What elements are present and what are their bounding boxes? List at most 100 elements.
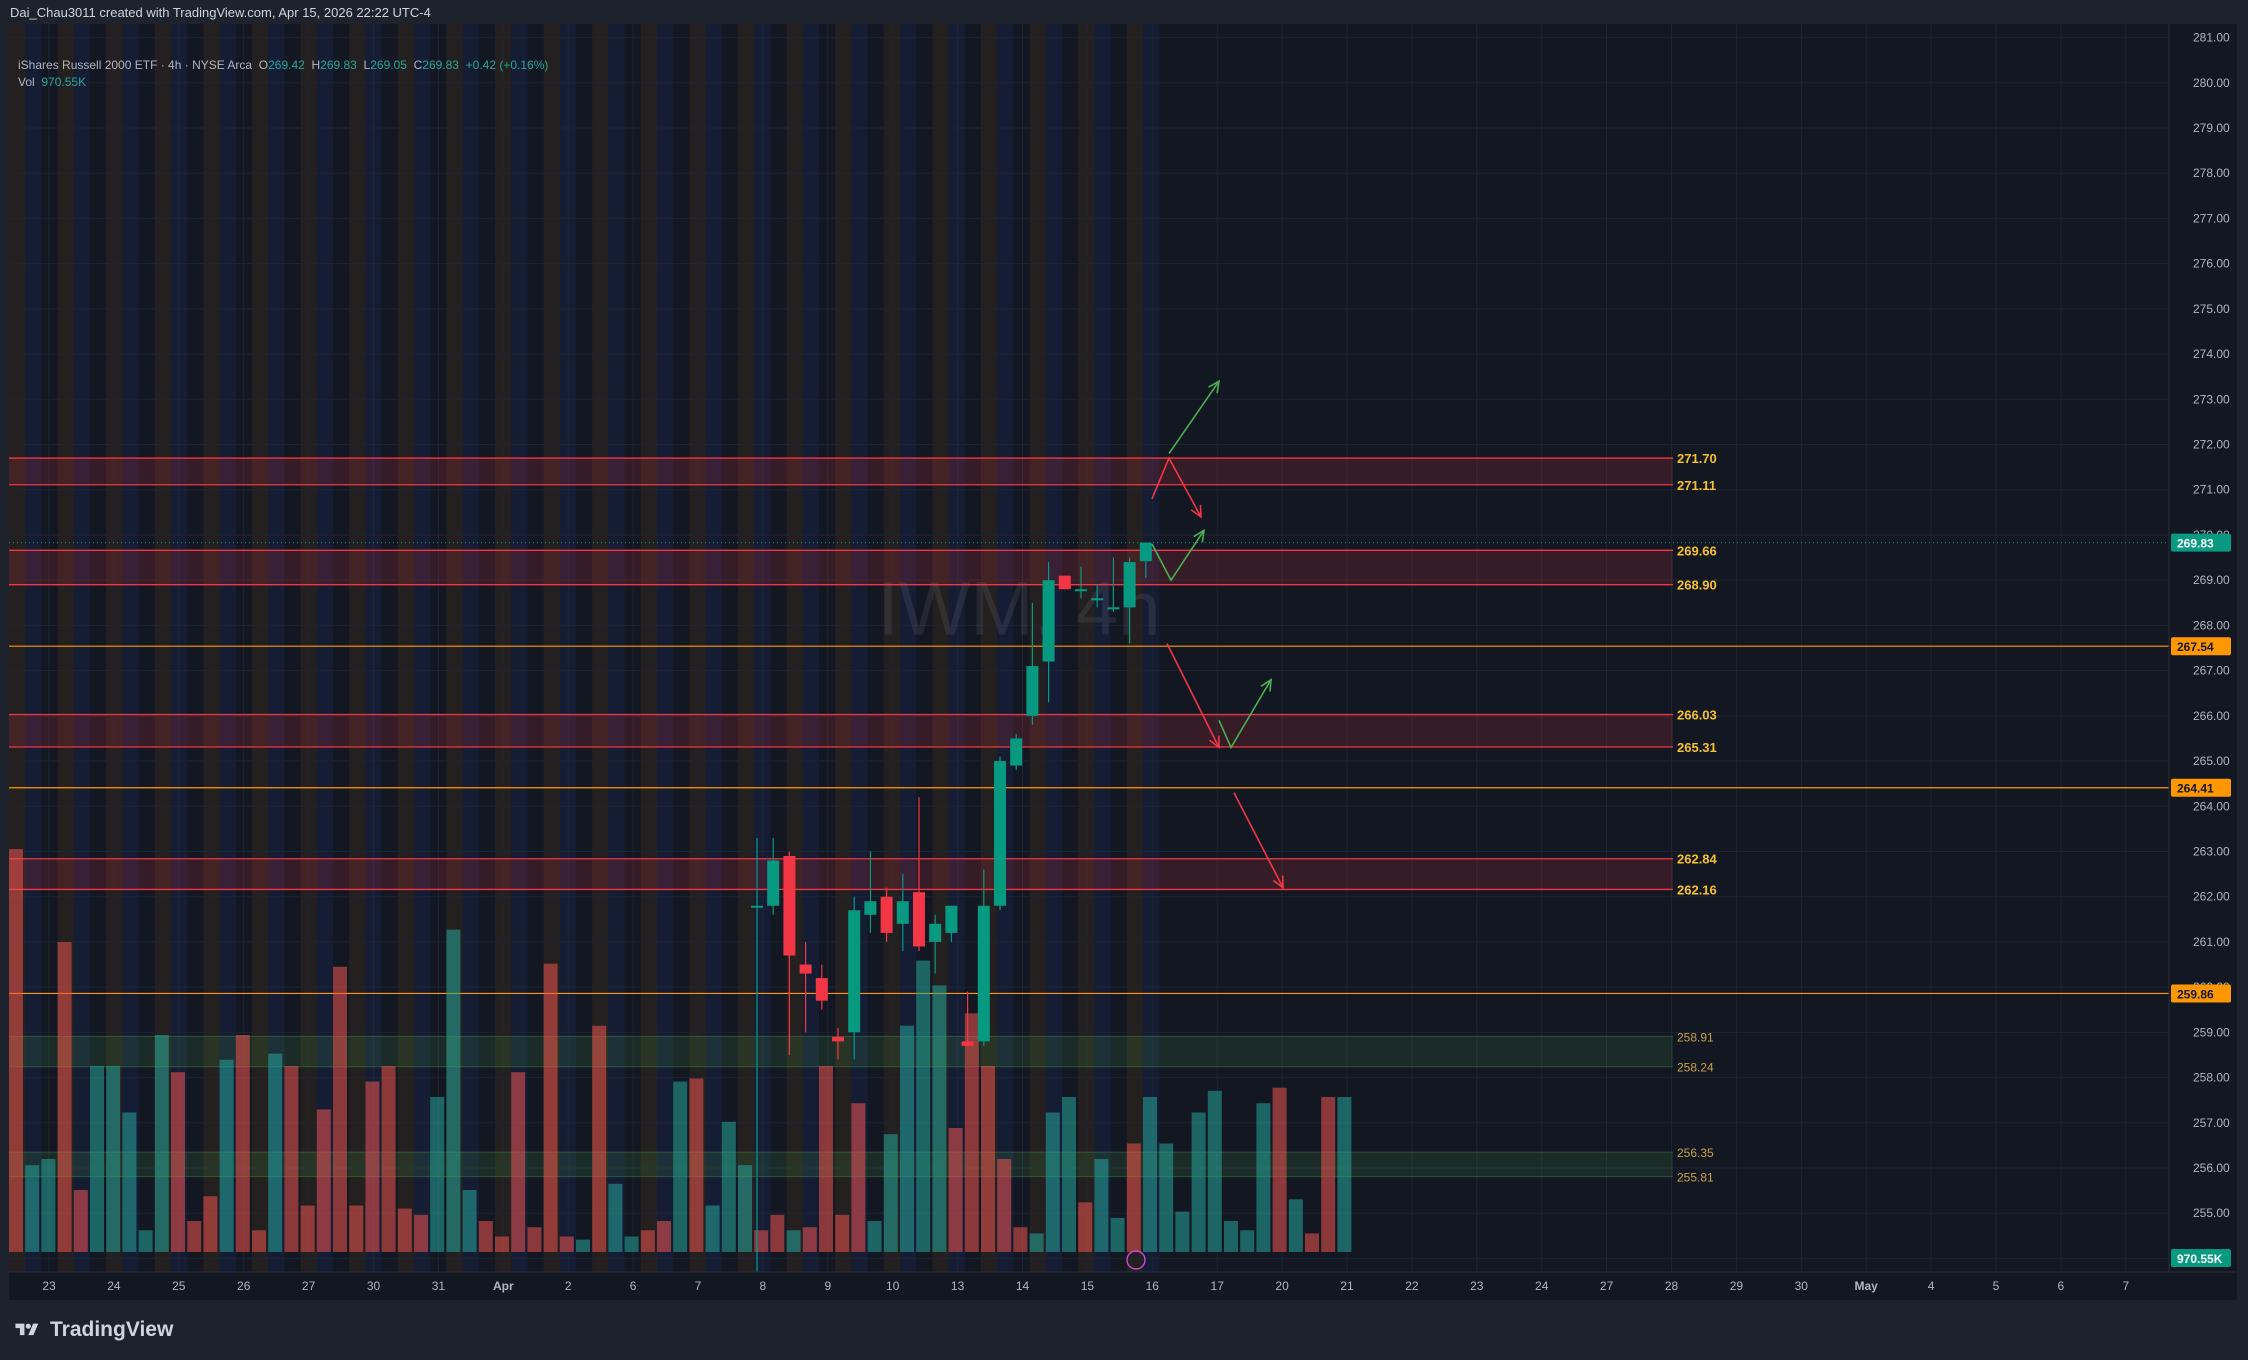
price-badge-label: 267.54 [2177, 640, 2214, 654]
volume-bar [1272, 1087, 1287, 1252]
volume-bar [365, 1081, 380, 1252]
zone-top-label: 262.84 [1677, 852, 1718, 867]
session-stripe [883, 24, 900, 1272]
volume-bar [1224, 1221, 1238, 1252]
time-tick-label: 26 [237, 1279, 251, 1293]
volume-bar [916, 960, 931, 1252]
tradingview-logo-text: TradingView [50, 1318, 174, 1341]
resistance-zone [9, 858, 1673, 890]
volume-bar [430, 1097, 445, 1252]
time-tick-label: 29 [1730, 1279, 1744, 1293]
volume-bar [122, 1112, 137, 1252]
volume-bar [90, 1066, 104, 1252]
volume-bar [495, 1236, 509, 1252]
time-tick-label: 16 [1146, 1279, 1160, 1293]
session-stripe [738, 24, 755, 1272]
volume-bar [381, 1066, 396, 1252]
candle-body [848, 910, 861, 1033]
arrowhead [1208, 379, 1221, 394]
arrowhead [1272, 875, 1284, 890]
zone-top-label: 258.91 [1677, 1030, 1714, 1044]
candle-body [783, 856, 796, 956]
footer: TradingView [0, 1300, 2248, 1360]
volume-label: Vol [18, 75, 35, 89]
volume-bar [414, 1214, 428, 1252]
volume-bar [1143, 1097, 1157, 1252]
time-tick-label: 14 [1016, 1279, 1030, 1293]
volume-bar [397, 1208, 412, 1252]
candle-body [1091, 598, 1104, 601]
volume-bar [867, 1221, 882, 1252]
candle-body [961, 1041, 974, 1046]
zone-bottom-label: 271.11 [1677, 478, 1716, 493]
time-tick-label: 5 [1993, 1279, 2000, 1293]
session-stripe [349, 24, 366, 1272]
time-tick-label: 21 [1340, 1279, 1354, 1293]
price-tick-label: 259.00 [2193, 1025, 2230, 1039]
price-chart[interactable]: IWM, 4h271.70271.11269.66268.90266.03265… [9, 24, 2237, 1300]
volume-value: 970.55K [41, 75, 87, 89]
zone-bottom-label: 258.24 [1677, 1061, 1714, 1075]
time-tick-label: 10 [886, 1279, 900, 1293]
volume-bar [1175, 1211, 1190, 1252]
price-tick-label: 262.00 [2193, 890, 2230, 904]
session-stripe [948, 24, 965, 1272]
candle-body [1107, 607, 1120, 610]
price-tick-label: 257.00 [2193, 1116, 2230, 1130]
volume-bar [624, 1236, 639, 1252]
volume-bar [559, 1236, 574, 1252]
volume-bar [932, 985, 947, 1252]
zone-top-label: 271.70 [1677, 451, 1717, 466]
time-tick-label: 24 [107, 1279, 121, 1293]
session-stripe [705, 24, 722, 1272]
volume-bar [478, 1221, 493, 1252]
session-stripe [592, 24, 609, 1272]
volume-bar [1029, 1233, 1044, 1252]
session-stripe [154, 24, 171, 1272]
time-tick-label: 7 [695, 1279, 702, 1293]
zone-bottom-label: 265.31 [1677, 740, 1717, 755]
volume-bar [203, 1196, 218, 1252]
arrowhead [1260, 678, 1272, 692]
session-stripe [851, 24, 868, 1272]
time-tick-label: 8 [760, 1279, 767, 1293]
session-stripe [397, 24, 414, 1272]
price-badge [2171, 778, 2231, 797]
zone-bottom-label: 255.81 [1677, 1171, 1714, 1185]
chart-area[interactable]: IWM, 4h 271.70 271.11 269.66 268.90 266.03 265… [9, 24, 2237, 1300]
volume-bar [964, 1013, 979, 1252]
session-stripe [316, 24, 333, 1272]
price-tick-label: 272.00 [2193, 438, 2230, 452]
close-value: 269.83 [422, 58, 459, 72]
volume-bar [1094, 1159, 1109, 1252]
candle-body [1075, 589, 1087, 592]
attribution-bar: Dai_Chau3011 created with TradingView.co… [0, 0, 2248, 24]
session-stripe [511, 24, 528, 1272]
volume-bar [608, 1183, 623, 1252]
volume-bar [738, 1165, 752, 1252]
volume-bar [1288, 1199, 1303, 1252]
session-stripe [268, 24, 285, 1272]
price-badge-label: 259.86 [2177, 987, 2214, 1001]
support-zone [9, 1152, 1673, 1177]
price-tick-label: 265.00 [2193, 754, 2230, 768]
price-tick-label: 263.00 [2193, 844, 2230, 858]
candle-body [913, 892, 925, 947]
candle-body [880, 896, 893, 933]
volume-bar [592, 1025, 607, 1252]
volume-bar [657, 1221, 671, 1252]
session-stripe [25, 24, 42, 1272]
time-tick-label: 2 [565, 1279, 572, 1293]
price-tick-label: 274.00 [2193, 347, 2230, 361]
high-label: H [311, 58, 321, 72]
volume-bar [640, 1230, 655, 1252]
price-tick-label: 269.00 [2193, 573, 2230, 587]
candle-body [864, 901, 877, 915]
candle-body [751, 905, 763, 908]
volume-bar [527, 1227, 542, 1252]
price-tick-label: 261.00 [2193, 935, 2230, 949]
price-tick-label: 268.00 [2193, 618, 2230, 632]
time-tick-label: 6 [2058, 1279, 2065, 1293]
volume-bar [576, 1239, 590, 1252]
tradingview-logo[interactable]: TradingView [12, 1318, 173, 1342]
